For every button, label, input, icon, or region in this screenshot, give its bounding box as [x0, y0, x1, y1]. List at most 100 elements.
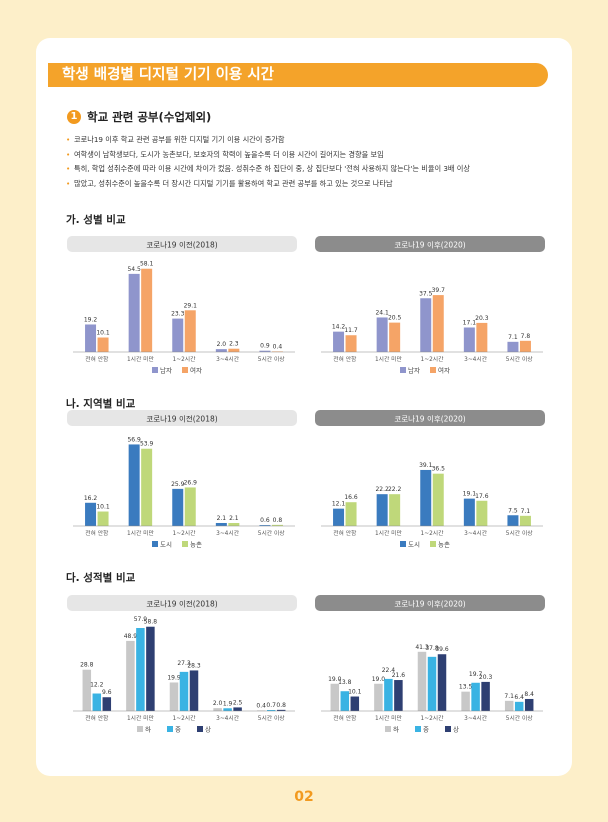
- data-label: 56.9: [127, 436, 141, 443]
- data-label: 10.1: [348, 689, 362, 696]
- legend-label: 도시: [408, 541, 420, 549]
- chart-region-2020: 코로나19 이후(2020) 12.1 16.6 전혀 안함 22.2 22.2 1시간 미…: [315, 410, 545, 552]
- category-label: 1~2시간: [421, 355, 445, 363]
- chart-gender-2020-svg: 코로나19 이후(2020) 14.211.7 전혀 안함 24.120.5 1시간 미…: [315, 236, 545, 375]
- bar-상-1: [394, 680, 403, 711]
- data-label: 53.9: [140, 441, 154, 448]
- data-label: 0.4: [273, 343, 283, 350]
- legend-label: 농촌: [438, 540, 450, 549]
- subsection-region-title: 나. 지역별 비교: [66, 398, 136, 410]
- page-title: 학생 배경별 디지털 기기 이용 시간: [62, 67, 274, 83]
- bar-남자-3: [463, 327, 475, 352]
- bar-남자-0: [333, 331, 345, 352]
- category-label: 3~4시간: [464, 355, 488, 363]
- bar-중-1: [384, 678, 393, 711]
- data-label: 58.1: [140, 261, 154, 268]
- data-label: 19.9: [167, 674, 181, 681]
- bullet-item: 많았고, 성취수준이 높을수록 더 장시간 디지털 기기를 활용하여 학교 관련…: [66, 177, 566, 192]
- subsection-grade-title: 다. 성적별 비교: [66, 572, 136, 584]
- category-label: 1시간 미만: [375, 529, 403, 537]
- data-label: 8.4: [524, 691, 534, 698]
- bar-도시-4: [507, 515, 519, 526]
- legend-label: 중: [423, 726, 429, 734]
- bar-농촌-1: [141, 448, 153, 526]
- bar-도시-2: [420, 469, 432, 526]
- bar-농촌-4: [519, 515, 531, 526]
- subsection-gender-title: 가. 성별 비교: [66, 214, 126, 226]
- data-label: 0.4: [256, 702, 266, 709]
- data-label: 6.4: [514, 694, 524, 701]
- legend-swatch: [415, 726, 421, 732]
- bar-농촌-1: [389, 494, 401, 526]
- bar-도시-1: [128, 444, 140, 526]
- legend-swatch: [182, 541, 188, 547]
- data-label: 13.8: [338, 679, 352, 686]
- bar-남자-2: [172, 318, 184, 352]
- bar-남자-4: [259, 350, 271, 352]
- data-label: 0.6: [260, 517, 270, 524]
- data-label: 0.8: [276, 702, 286, 709]
- legend-label: 하: [393, 725, 399, 734]
- category-label: 3~4시간: [216, 714, 240, 722]
- bar-중-4: [266, 709, 276, 711]
- data-label: 2.1: [217, 515, 227, 522]
- data-label: 11.7: [344, 327, 358, 334]
- data-label: 23.3: [171, 311, 185, 318]
- bar-도시-3: [215, 522, 227, 526]
- category-label: 1~2시간: [173, 529, 197, 537]
- chart-title-box: [67, 410, 297, 426]
- legend-label: 남자: [408, 366, 420, 375]
- category-label: 1시간 미만: [127, 529, 155, 537]
- category-label: 전혀 안함: [333, 529, 357, 537]
- bar-하-1: [126, 640, 135, 711]
- legend-label: 도시: [160, 541, 172, 549]
- data-label: 2.3: [229, 341, 239, 348]
- data-label: 7.1: [504, 693, 514, 700]
- chart-grade-2020-svg: 코로나19 이후(2020)19.013.810.1전혀 안함19.022.42…: [315, 595, 545, 734]
- bar-여자-3: [476, 322, 488, 352]
- data-label: 41.3: [415, 644, 429, 651]
- data-label: 22.4: [382, 667, 396, 674]
- data-label: 13.5: [459, 684, 473, 691]
- data-label: 39.1: [419, 462, 433, 469]
- data-label: 25.9: [171, 481, 185, 488]
- data-label: 1.9: [223, 700, 233, 707]
- chart-grade-2020: 코로나19 이후(2020) 19.0 13.8 10.1 전혀 안함 19.0 22.4 2…: [315, 595, 545, 737]
- bar-하-0: [330, 683, 340, 711]
- bar-남자-2: [420, 298, 432, 352]
- data-label: 28.3: [187, 662, 201, 669]
- category-label: 1시간 미만: [375, 714, 403, 722]
- data-label: 0.8: [273, 517, 283, 524]
- bar-남자-0: [85, 324, 97, 352]
- category-label: 전혀 안함: [85, 529, 109, 537]
- bar-여자-2: [432, 295, 444, 352]
- chart-region-2018: 코로나19 이전(2018) 16.2 10.1 전혀 안함 56.9 53.9 1시간 미…: [67, 410, 297, 552]
- data-label: 2.1: [229, 515, 239, 522]
- bar-여자-1: [389, 322, 401, 352]
- bar-하-4: [504, 700, 514, 711]
- bar-상-4: [276, 709, 286, 711]
- bar-하-2: [169, 682, 179, 711]
- chart-title-box: [67, 236, 297, 252]
- chart-title: 코로나19 이전(2018): [146, 240, 217, 250]
- data-label: 2.5: [233, 699, 243, 706]
- data-label: 2.0: [217, 341, 227, 348]
- data-label: 39.6: [435, 646, 449, 653]
- category-label: 1~2시간: [173, 714, 197, 722]
- data-label: 7.1: [508, 334, 518, 341]
- bar-중-1: [136, 628, 145, 711]
- legend-swatch: [400, 541, 406, 547]
- section-title: 학교 관련 공부(수업제외): [87, 110, 212, 124]
- data-label: 7.5: [508, 507, 518, 514]
- bar-도시-2: [172, 488, 184, 526]
- data-label: 26.9: [184, 479, 198, 486]
- category-label: 5시간 이상: [506, 529, 534, 537]
- category-label: 전혀 안함: [333, 355, 357, 363]
- data-label: 17.6: [475, 493, 489, 500]
- chart-grade-2018-svg: 코로나19 이전(2018) 28.8 12.29.6 전혀 안함 48.9 57.958…: [67, 595, 297, 734]
- legend-swatch: [197, 726, 203, 732]
- legend-label: 중: [175, 726, 181, 734]
- data-label: 19.7: [469, 671, 483, 678]
- data-label: 20.5: [388, 315, 402, 322]
- category-label: 1~2시간: [421, 714, 445, 722]
